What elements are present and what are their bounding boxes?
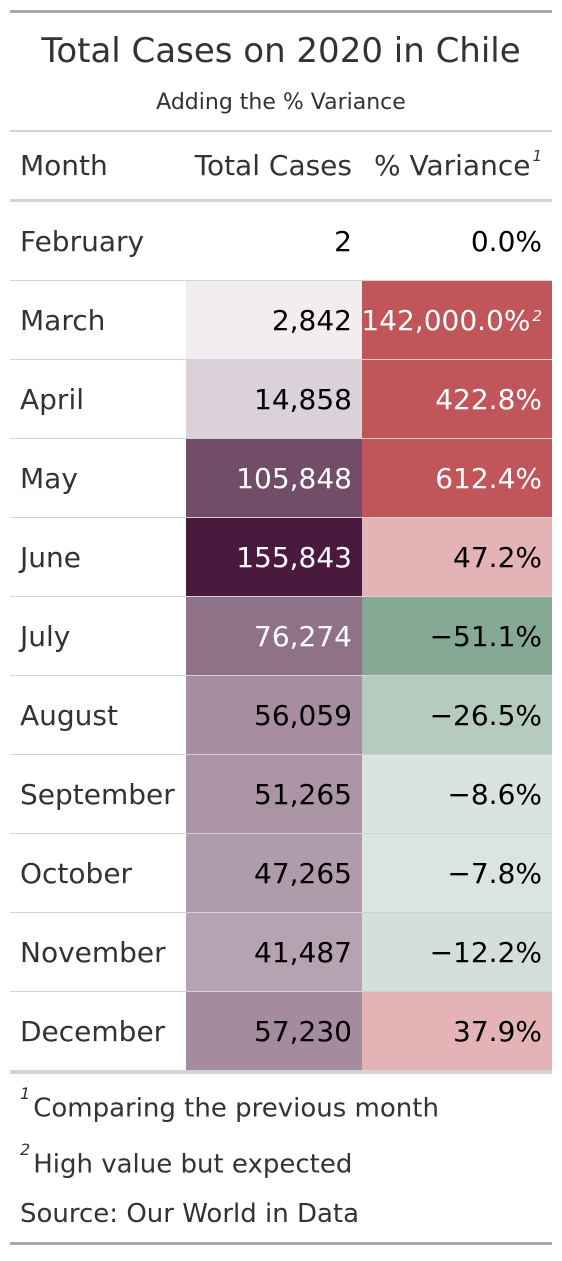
table-row: August 56,059 −26.5% [10, 676, 552, 755]
footnote-text: High value but expected [33, 1150, 352, 1180]
cell-variance-value: 422.8% [435, 383, 542, 416]
cell-variance-value: 37.9% [453, 1015, 542, 1048]
footnotes: 1Comparing the previous month 2High value… [10, 1074, 552, 1186]
cell-variance-value: 612.4% [435, 462, 542, 495]
cell-variance-value: −26.5% [430, 699, 542, 732]
cell-month: May [10, 439, 186, 517]
table-subtitle: Adding the % Variance [10, 90, 552, 130]
cell-total-cases: 51,265 [186, 755, 362, 833]
cell-variance-value: 47.2% [453, 541, 542, 574]
bottom-rule [10, 1242, 552, 1245]
cell-month: August [10, 676, 186, 754]
table-title: Total Cases on 2020 in Chile [10, 13, 552, 90]
cell-month: November [10, 913, 186, 991]
cell-month: March [10, 281, 186, 359]
column-header-month: Month [10, 149, 186, 182]
table-row: May 105,848 612.4% [10, 439, 552, 518]
table-row: April 14,858 422.8% [10, 360, 552, 439]
footnote-mark: 1 [20, 1084, 30, 1103]
cell-variance: 422.8% [362, 360, 552, 438]
cell-total-cases: 105,848 [186, 439, 362, 517]
cell-variance: −51.1% [362, 597, 552, 675]
cases-table: Total Cases on 2020 in Chile Adding the … [10, 10, 552, 1245]
cell-total-cases: 76,274 [186, 597, 362, 675]
cell-total-cases: 56,059 [186, 676, 362, 754]
column-header-variance: % Variance 1 [362, 149, 552, 182]
cell-month: June [10, 518, 186, 596]
cell-variance-value: 0.0% [471, 225, 542, 258]
cell-total-cases: 155,843 [186, 518, 362, 596]
column-header-row: Month Total Cases % Variance 1 [10, 132, 552, 199]
cell-variance: −7.8% [362, 834, 552, 912]
table-row: December 57,230 37.9% [10, 992, 552, 1071]
cell-variance: −26.5% [362, 676, 552, 754]
cell-month: April [10, 360, 186, 438]
cell-total-cases: 2 [186, 202, 362, 280]
cell-total-cases: 14,858 [186, 360, 362, 438]
cell-month: September [10, 755, 186, 833]
table-row: November 41,487 −12.2% [10, 913, 552, 992]
cell-variance: −8.6% [362, 755, 552, 833]
cell-total-cases: 47,265 [186, 834, 362, 912]
footnote-mark: 2 [20, 1140, 30, 1159]
table-row: March 2,842 142,000.0% 2 [10, 281, 552, 360]
cell-month: December [10, 992, 186, 1070]
footnote-mark: 2 [532, 307, 542, 325]
cell-variance: 37.9% [362, 992, 552, 1070]
cell-total-cases: 57,230 [186, 992, 362, 1070]
footnote-mark: 1 [532, 147, 542, 165]
table-row: October 47,265 −7.8% [10, 834, 552, 913]
footnote-text: Comparing the previous month [33, 1094, 439, 1124]
cell-month: October [10, 834, 186, 912]
cell-month: July [10, 597, 186, 675]
cell-variance-value: −8.6% [447, 778, 542, 811]
cell-month: February [10, 202, 186, 280]
cell-variance: 47.2% [362, 518, 552, 596]
table-row: July 76,274 −51.1% [10, 597, 552, 676]
column-header-total-cases: Total Cases [186, 149, 362, 182]
cell-variance: 142,000.0% 2 [362, 281, 552, 359]
table-row: June 155,843 47.2% [10, 518, 552, 597]
cell-variance: 0.0% [362, 202, 552, 280]
cell-total-cases: 2,842 [186, 281, 362, 359]
cell-variance: −12.2% [362, 913, 552, 991]
cell-variance-value: −12.2% [430, 936, 542, 969]
cell-total-cases: 41,487 [186, 913, 362, 991]
cell-variance-value: −7.8% [447, 857, 542, 890]
table-row: September 51,265 −8.6% [10, 755, 552, 834]
cell-variance: 612.4% [362, 439, 552, 517]
cell-variance-value: −51.1% [430, 620, 542, 653]
table-body: February 2 0.0% March 2,842 142,000.0% 2 April 1… [10, 202, 552, 1071]
cell-variance-value: 142,000.0% [361, 304, 530, 337]
footnote: 1Comparing the previous month [10, 1074, 552, 1130]
table-row: February 2 0.0% [10, 202, 552, 281]
column-header-variance-label: % Variance [374, 149, 530, 182]
source-note: Source: Our World in Data [10, 1186, 552, 1242]
footnote: 2High value but expected [10, 1130, 552, 1186]
